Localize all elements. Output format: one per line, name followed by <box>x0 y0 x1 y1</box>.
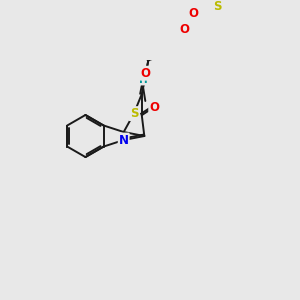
Text: O: O <box>141 67 151 80</box>
Text: H: H <box>140 75 148 85</box>
Text: O: O <box>149 100 159 114</box>
Text: O: O <box>179 23 189 36</box>
Text: O: O <box>189 7 199 20</box>
Text: N: N <box>119 134 129 146</box>
Text: S: S <box>130 107 138 120</box>
Text: S: S <box>213 0 222 13</box>
